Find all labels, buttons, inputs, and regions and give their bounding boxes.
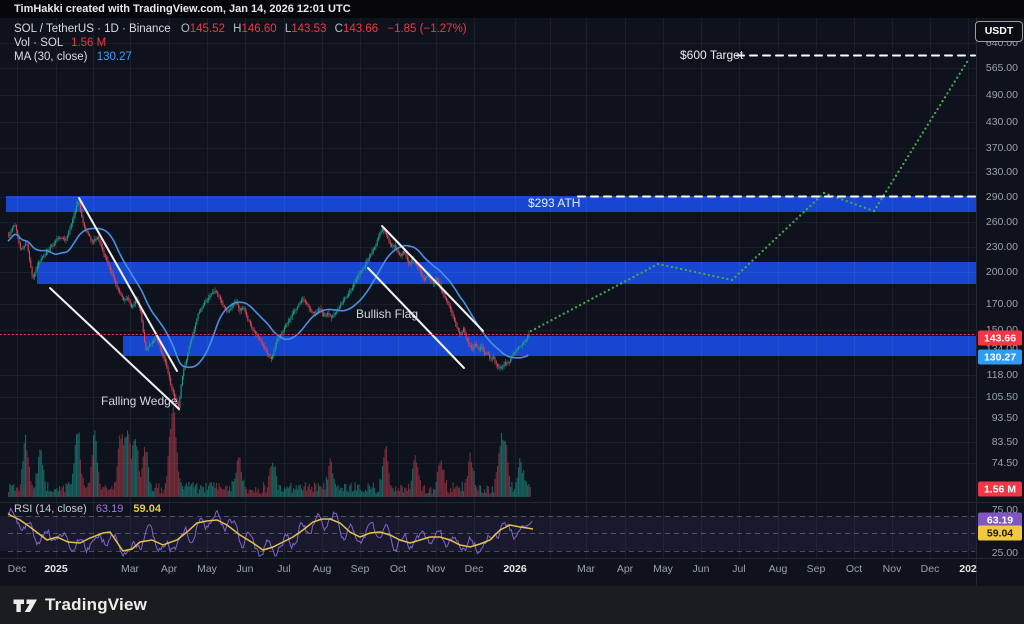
time-axis-label: 202 xyxy=(959,563,977,575)
price-axis-label: 290.00 xyxy=(985,191,1018,203)
price-axis[interactable]: 640.00 565.00 490.00 430.00 370.00 330.00 290.… xyxy=(977,18,1024,586)
time-axis-label: 2026 xyxy=(503,563,527,575)
attribution-bar: TimHakki created with TradingView.com, J… xyxy=(0,0,1024,18)
bullish-flag-label: Bullish Flag xyxy=(356,307,419,321)
time-axis-label: Apr xyxy=(160,563,178,575)
time-axis-label: Mar xyxy=(576,563,596,575)
time-axis-label: Sep xyxy=(806,563,826,575)
symbol-ohlc-row[interactable]: SOL / TetherUS · 1D · Binance O145.52 H1… xyxy=(14,23,467,36)
ma-value: 130.27 xyxy=(96,51,132,63)
time-axis-label: Oct xyxy=(389,563,407,575)
time-axis-label: Dec xyxy=(464,563,484,575)
ath-label: $293 ATH xyxy=(528,196,581,210)
price-axis-label: 370.00 xyxy=(985,142,1018,154)
price-axis-label: 25.00 xyxy=(991,547,1018,559)
time-axis-label: Mar xyxy=(120,563,140,575)
time-axis-label: Nov xyxy=(426,563,446,575)
time-axis-label: Jul xyxy=(277,563,291,575)
change-value: −1.85 (−1.27%) xyxy=(387,23,467,35)
time-axis-label: Jun xyxy=(236,563,254,575)
price-axis-label: 260.00 xyxy=(985,216,1018,228)
falling-wedge-label: Falling Wedge xyxy=(101,394,178,408)
price-badge: 143.66 xyxy=(978,330,1022,346)
time-axis-label: May xyxy=(653,563,673,575)
rsi-value: 63.19 xyxy=(95,503,124,515)
target-price-label: $600 Target xyxy=(680,48,744,62)
ma-label: MA (30, close) xyxy=(14,51,88,63)
price-badge: 63.19 xyxy=(978,512,1022,528)
volume-value: 1.56 M xyxy=(71,37,107,49)
time-axis-label: Aug xyxy=(768,563,788,575)
ohlc-high-value: 146.60 xyxy=(241,23,277,35)
price-badge: 59.04 xyxy=(978,525,1022,541)
time-axis-label: Dec xyxy=(920,563,940,575)
time-axis-label: Jun xyxy=(692,563,710,575)
rsi-legend[interactable]: RSI (14, close) 63.19 59.04 xyxy=(14,503,161,515)
price-axis-label: 230.00 xyxy=(985,241,1018,253)
price-axis-label: 565.00 xyxy=(985,62,1018,74)
footer-bar: TradingView xyxy=(0,586,1024,624)
tradingview-logo-text[interactable]: TradingView xyxy=(45,595,148,614)
time-axis-label: Aug xyxy=(312,563,332,575)
tradingview-logo-icon[interactable] xyxy=(13,596,38,615)
price-axis-label: 330.00 xyxy=(985,166,1018,178)
price-axis-label: 83.50 xyxy=(991,436,1018,448)
ohlc-high-key: H xyxy=(233,23,242,35)
symbol-legend: SOL / TetherUS · 1D · Binance O145.52 H1… xyxy=(14,23,467,65)
price-chart-canvas[interactable] xyxy=(0,0,1024,588)
price-axis-label: 490.00 xyxy=(985,89,1018,101)
ohlc-close-key: C xyxy=(334,23,343,35)
currency-toggle-button[interactable]: USDT xyxy=(975,21,1023,42)
time-axis-label: Oct xyxy=(845,563,863,575)
price-axis-label: 74.50 xyxy=(991,457,1018,469)
time-axis-label: Jul xyxy=(732,563,746,575)
price-axis-label: 93.50 xyxy=(991,412,1018,424)
time-axis-label: May xyxy=(197,563,217,575)
price-badge: 1.56 M xyxy=(978,481,1022,497)
time-axis-label: Nov xyxy=(882,563,902,575)
price-axis-label: 170.00 xyxy=(985,298,1018,310)
ohlc-open-value: 145.52 xyxy=(189,23,225,35)
volume-label: Vol · SOL xyxy=(14,37,63,49)
price-badge: 130.27 xyxy=(978,349,1022,365)
price-axis-label: 200.00 xyxy=(985,266,1018,278)
ma-row[interactable]: MA (30, close) 130.27 xyxy=(14,51,467,64)
price-axis-label: 118.00 xyxy=(986,369,1018,381)
time-axis-label: 2025 xyxy=(44,563,68,575)
time-axis-label: Apr xyxy=(616,563,634,575)
rsi-ma-value: 59.04 xyxy=(133,503,161,515)
symbol-title[interactable]: SOL / TetherUS · 1D · Binance xyxy=(14,23,171,35)
ohlc-low-key: L xyxy=(284,23,292,35)
time-axis-label: Dec xyxy=(7,563,27,575)
time-axis-label: Sep xyxy=(350,563,370,575)
ohlc-open-key: O xyxy=(180,23,190,35)
ohlc-low-value: 143.53 xyxy=(291,23,327,35)
price-axis-label: 105.50 xyxy=(985,391,1018,403)
price-axis-label: 430.00 xyxy=(985,116,1018,128)
volume-row[interactable]: Vol · SOL 1.56 M xyxy=(14,37,467,50)
ohlc-close-value: 143.66 xyxy=(342,23,379,35)
rsi-label: RSI (14, close) xyxy=(14,503,87,515)
attribution-text: TimHakki created with TradingView.com, J… xyxy=(14,3,351,15)
